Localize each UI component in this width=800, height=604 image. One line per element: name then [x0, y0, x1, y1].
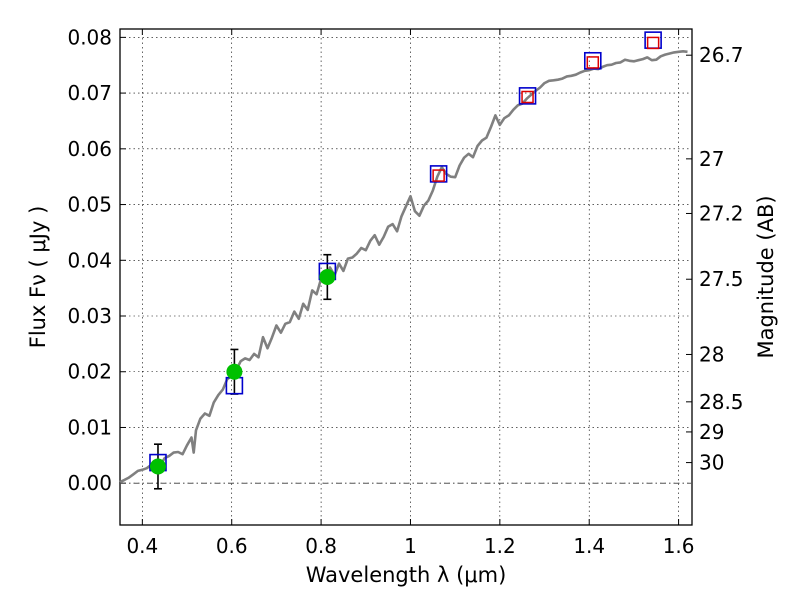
y-ticks: 0.00 0.01 0.02 0.03 0.04 0.05 0.06 0.07 0.08 [67, 25, 126, 495]
upper-limit-square [521, 90, 534, 104]
right-tick-label: 27.2 [699, 201, 744, 225]
y-tick-label: 0.04 [67, 248, 112, 272]
photometry-point [226, 363, 243, 380]
bandpass-square [518, 87, 537, 105]
right-tick-label: 29 [699, 420, 724, 444]
right-tick-label: 28 [699, 342, 724, 366]
y-tick-label: 0.00 [67, 471, 112, 495]
y-tick-label: 0.08 [67, 25, 112, 49]
bandpass-square [429, 165, 448, 183]
y-tick-label: 0.03 [67, 304, 112, 328]
x-axis-label: Wavelength λ (μm) [306, 563, 507, 587]
right-tick-label: 27.5 [699, 267, 744, 291]
x-tick-label: 1 [404, 534, 417, 558]
y-tick-label: 0.05 [67, 193, 112, 217]
upper-limit-squares [432, 36, 660, 182]
right-tick-label: 27 [699, 147, 724, 171]
x-tick-label: 0.8 [305, 534, 337, 558]
x-tick-label: 1.6 [663, 534, 695, 558]
x-ticks: 0.4 0.6 0.8 1 1.2 1.4 1.6 [126, 29, 695, 558]
photometry-point [319, 269, 336, 285]
upper-limit-square [646, 36, 660, 50]
y-axis-label-right: Magnitude (AB) [754, 195, 778, 358]
plot-frame [119, 28, 693, 526]
right-magnitude-ticks: 26.7 27 27.2 27.5 28 28.5 29 30 [686, 43, 744, 475]
x-tick-label: 1.2 [484, 534, 516, 558]
x-tick-label: 0.6 [216, 534, 248, 558]
x-tick-label: 0.4 [126, 534, 158, 558]
bandpass-square [583, 51, 602, 70]
x-tick-label: 1.4 [573, 534, 605, 558]
right-tick-label: 26.7 [699, 43, 744, 67]
y-tick-label: 0.06 [67, 137, 112, 161]
y-tick-label: 0.02 [67, 360, 112, 384]
upper-limit-square [432, 169, 445, 182]
y-axis-label-left: Flux Fν ( μJy ) [26, 206, 50, 349]
y-tick-label: 0.07 [67, 81, 112, 105]
photometry-points [149, 269, 336, 475]
upper-limit-square [586, 56, 600, 69]
y-tick-label: 0.01 [67, 415, 112, 439]
right-tick-label: 30 [699, 451, 724, 475]
photometry-point [149, 458, 166, 475]
right-tick-label: 28.5 [699, 390, 744, 414]
